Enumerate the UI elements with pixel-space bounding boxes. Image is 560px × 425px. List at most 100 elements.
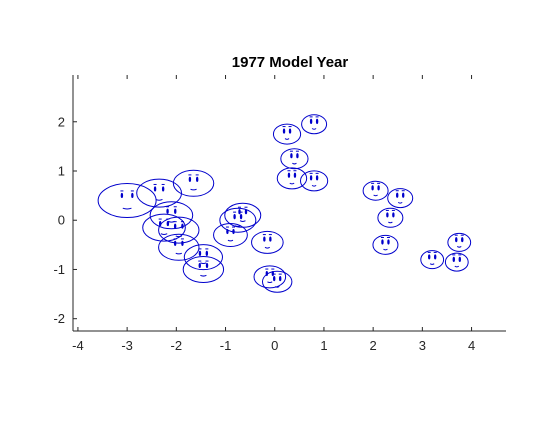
face-outline [172,169,215,197]
face-eye-right [232,228,235,235]
face-eye-right [174,208,177,214]
chernoff-face-point [149,201,194,230]
face-eye-left [226,228,229,235]
chernoff-face-point [213,223,248,247]
face-eye-left [287,172,291,178]
face-outline [280,148,309,170]
face-outline [183,244,223,271]
face-eye-right [131,192,134,199]
chernoff-face-point [420,250,445,270]
face-outline [276,167,308,190]
face-eye-right [195,176,199,183]
y-tick-label: 1 [58,164,65,179]
face-eye-right [392,212,395,218]
face-eye-right [288,128,292,134]
chernoff-face-point [219,207,257,233]
chernoff-face-point [272,123,302,145]
face-mouth [168,220,175,223]
face-eye-left [396,192,399,198]
x-tick-label: -4 [72,338,84,353]
face-eye-left [386,212,389,218]
chernoff-face-point [447,232,472,252]
face-eye-left [173,223,177,229]
face-mouth [292,162,297,165]
chernoff-face-point [276,167,308,190]
face-eye-right [433,254,437,260]
face-eye-right [269,236,272,242]
face-eye-left [188,176,192,183]
x-tick-label: 3 [419,338,426,353]
face-eye-right [315,118,319,124]
x-tick-label: 1 [320,338,327,353]
face-mouth [311,128,317,130]
face-outline [158,216,200,244]
face-eye-right [402,192,405,198]
face-outline [142,213,186,242]
face-outline [261,270,293,293]
chernoff-face-point [182,255,225,283]
face-eye-left [371,185,374,191]
chernoff-face-point [158,233,200,261]
face-mouth [239,220,246,222]
y-tick-label: -2 [53,311,65,326]
face-mouth [190,188,197,191]
face-outline [149,201,194,230]
face-outline [447,232,472,252]
face-eye-left [309,175,313,181]
face-eye-left [290,153,293,159]
face-eye-right [278,276,282,282]
face-eye-right [239,214,243,220]
face-outline [377,207,404,228]
chernoff-face-point [301,114,328,135]
face-outline [251,230,284,254]
face-mouth [284,138,290,140]
face-mouth [155,198,163,201]
face-outline [97,183,157,219]
chernoff-face-point [372,234,399,255]
chernoff-face-point [387,188,414,209]
face-eye-right [458,256,461,262]
face-eye-right [166,220,170,227]
chernoff-face-point [158,216,200,244]
chernoff-face-point [183,244,223,271]
chernoff-face-point [300,170,329,192]
face-outline [272,123,302,145]
x-tick-label: 2 [370,338,377,353]
chernoff-face-point [136,178,183,208]
face-mouth [373,194,378,197]
face-mouth [289,182,295,185]
face-eye-left [455,237,458,243]
face-eye-right [377,185,380,191]
face-eye-right [181,223,184,229]
face-mouth [160,233,168,235]
face-eye-right [161,186,165,192]
face-eye-left [198,250,202,257]
face-outline [362,180,389,201]
y-tick-label: -1 [53,262,65,277]
face-mouth [383,248,388,251]
x-tick-label: -1 [220,338,232,353]
face-eye-left [282,128,286,134]
face-outline [301,114,328,135]
face-outline [372,234,399,255]
face-eye-left [452,256,455,262]
face-eye-left [272,276,276,282]
face-outline [213,223,248,247]
face-eye-left [263,236,266,242]
face-mouth [456,246,462,248]
chart-title: 1977 Model Year [232,54,349,71]
face-outline [387,188,414,209]
face-mouth [454,265,460,268]
face-eye-left [238,209,241,215]
face-eye-right [181,240,184,247]
x-axis-ticks: -4 -3 -2 -1 0 1 2 3 4 [72,75,475,353]
face-eye-left [166,208,169,214]
chernoff-face-point [261,270,293,293]
face-eye-left [120,192,124,199]
face-mouth [175,235,183,238]
face-outline [444,252,469,272]
face-outline [300,170,329,192]
x-tick-label: 0 [271,338,278,353]
